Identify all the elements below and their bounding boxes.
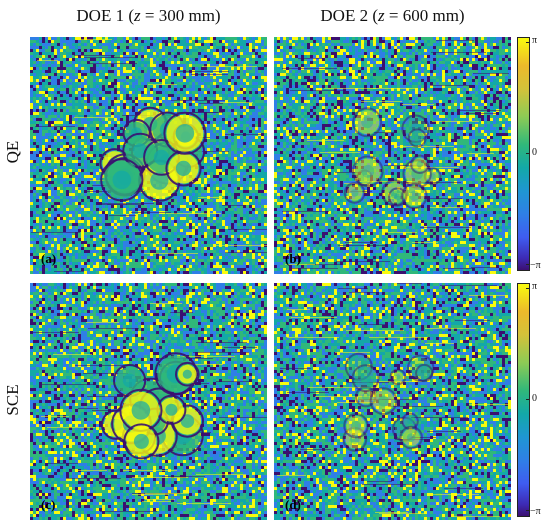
colorbar-tick-label: −π [530,506,541,517]
colorbar-tickmark [526,264,529,265]
colorbar-bottom [517,283,530,517]
phase-map-panel-d: (d) [274,283,511,520]
colorbar-top [517,37,530,271]
column-title-doe1: DOE 1 (z = 300 mm) [30,6,267,26]
phase-map-panel-b: (b) [274,37,511,274]
phase-map-panel-a: (a) [30,37,267,274]
panel-tag: (c) [41,497,55,513]
colorbar-tickmark [526,510,529,511]
colorbar-tickmark [526,42,529,43]
colorbar-tickmark [526,153,529,154]
column-title-doe2: DOE 2 (z = 600 mm) [274,6,511,26]
panel-tag: (b) [285,251,301,267]
colorbar-tick-label: 0 [532,147,537,158]
colorbar-tickmark [526,399,529,400]
phase-map-panel-c: (c) [30,283,267,520]
phase-map-image [30,283,267,520]
phase-map-image [274,283,511,520]
phase-map-image [30,37,267,274]
colorbar-tickmark [526,288,529,289]
colorbar-tick-label: 0 [532,393,537,404]
colorbar-tick-label: π [532,35,537,46]
row-label-sce: SCE [3,370,23,430]
panel-tag: (d) [285,497,301,513]
panel-tag: (a) [41,251,56,267]
colorbar-tick-label: −π [530,260,541,271]
phase-map-image [274,37,511,274]
colorbar-tick-label: π [532,281,537,292]
row-label-qe: QE [3,122,23,182]
